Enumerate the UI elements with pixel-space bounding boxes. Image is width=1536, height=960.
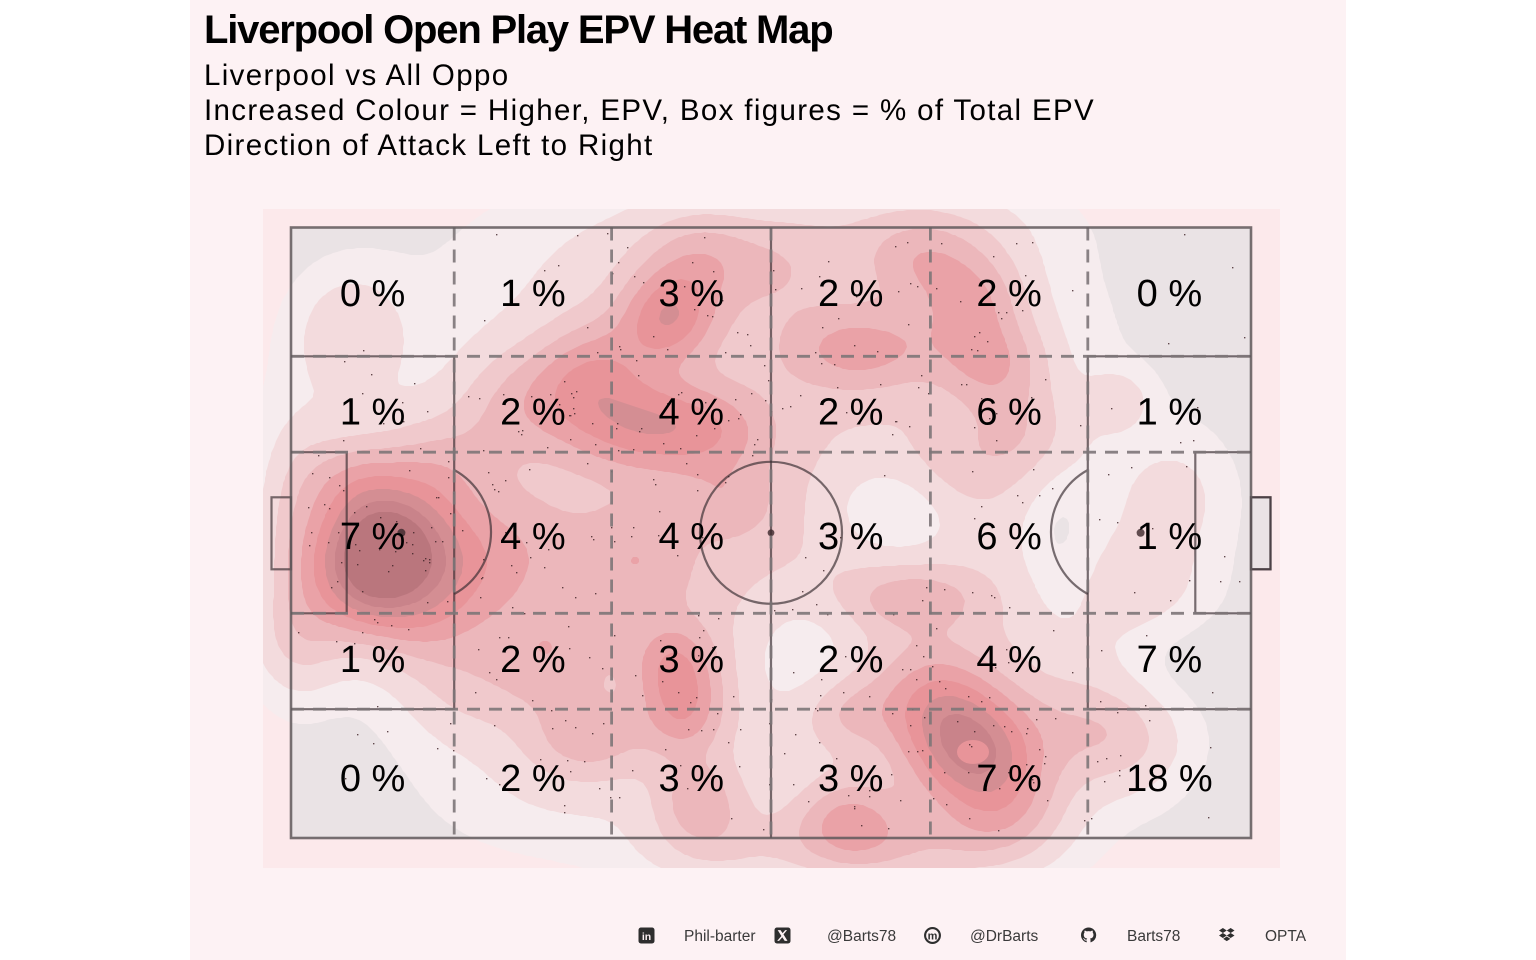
svg-text:in: in xyxy=(642,931,651,943)
svg-text:Direction of Attack Left to Ri: Direction of Attack Left to Right xyxy=(204,129,654,162)
svg-text:3 %: 3 % xyxy=(659,273,724,315)
svg-text:18 %: 18 % xyxy=(1126,758,1213,800)
svg-text:2 %: 2 % xyxy=(818,392,883,434)
svg-text:4 %: 4 % xyxy=(659,392,724,434)
svg-text:3 %: 3 % xyxy=(818,758,883,800)
svg-text:1 %: 1 % xyxy=(1137,516,1202,558)
svg-text:7 %: 7 % xyxy=(976,758,1041,800)
svg-text:6 %: 6 % xyxy=(976,516,1041,558)
svg-text:@Barts78: @Barts78 xyxy=(827,928,896,945)
svg-text:Liverpool Open Play EPV Heat M: Liverpool Open Play EPV Heat Map xyxy=(204,8,832,52)
svg-text:2 %: 2 % xyxy=(500,758,565,800)
svg-text:Liverpool vs All Oppo: Liverpool vs All Oppo xyxy=(204,59,509,92)
svg-text:2 %: 2 % xyxy=(500,392,565,434)
svg-text:2 %: 2 % xyxy=(500,639,565,681)
svg-text:2 %: 2 % xyxy=(976,273,1041,315)
svg-text:3 %: 3 % xyxy=(659,639,724,681)
svg-text:OPTA: OPTA xyxy=(1265,928,1307,945)
svg-text:@DrBarts: @DrBarts xyxy=(970,928,1039,945)
svg-text:6 %: 6 % xyxy=(976,392,1041,434)
svg-text:Increased Colour = Higher, EPV: Increased Colour = Higher, EPV, Box figu… xyxy=(204,94,1095,127)
svg-text:1 %: 1 % xyxy=(340,639,405,681)
svg-text:0 %: 0 % xyxy=(340,758,405,800)
svg-text:4 %: 4 % xyxy=(500,516,565,558)
svg-text:1 %: 1 % xyxy=(1137,392,1202,434)
svg-text:1 %: 1 % xyxy=(500,273,565,315)
svg-text:2 %: 2 % xyxy=(818,639,883,681)
svg-text:0 %: 0 % xyxy=(1137,273,1202,315)
svg-text:0 %: 0 % xyxy=(340,273,405,315)
svg-text:7 %: 7 % xyxy=(340,516,405,558)
svg-text:7 %: 7 % xyxy=(1137,639,1202,681)
svg-text:3 %: 3 % xyxy=(818,516,883,558)
svg-text:4 %: 4 % xyxy=(976,639,1041,681)
svg-text:4 %: 4 % xyxy=(659,516,724,558)
svg-text:1 %: 1 % xyxy=(340,392,405,434)
svg-text:Barts78: Barts78 xyxy=(1127,928,1180,945)
svg-text:2 %: 2 % xyxy=(818,273,883,315)
svg-text:3 %: 3 % xyxy=(659,758,724,800)
svg-text:Phil-barter: Phil-barter xyxy=(684,928,756,945)
svg-text:m: m xyxy=(928,931,938,943)
